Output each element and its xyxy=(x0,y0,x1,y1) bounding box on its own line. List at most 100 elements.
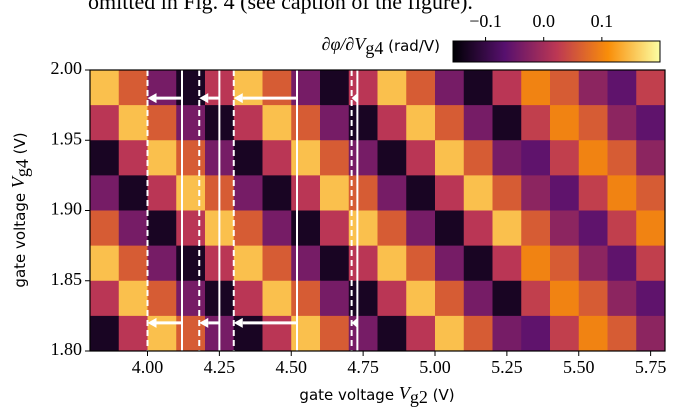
arrow xyxy=(199,93,220,104)
heatmap-cell xyxy=(291,245,321,282)
heatmap-cell xyxy=(578,105,608,141)
arrow-head xyxy=(199,317,209,328)
heatmap-cell xyxy=(550,175,580,211)
colorbar xyxy=(452,40,661,63)
heatmap-cell xyxy=(550,210,580,247)
heatmap-cell xyxy=(147,105,177,141)
arrow xyxy=(147,317,182,328)
arrow-head xyxy=(147,317,157,328)
heatmap-cell xyxy=(320,105,350,141)
heatmap-cell xyxy=(147,210,177,247)
heatmap-cell xyxy=(320,175,350,211)
heatmap-cell xyxy=(348,280,378,317)
heatmap-cell xyxy=(463,210,493,247)
heatmap-cell xyxy=(435,175,465,211)
heatmap-cell xyxy=(492,245,522,282)
heatmap-cell xyxy=(435,280,465,317)
heatmap-cell xyxy=(521,105,551,141)
colorbar-label: ∂φ/∂Vg4 (rad/V) xyxy=(322,34,440,58)
heatmap-cell xyxy=(262,140,292,176)
heatmap-cell xyxy=(636,315,666,352)
heatmap-cell xyxy=(262,245,292,282)
heatmap-cell xyxy=(291,140,321,176)
heatmap-cell xyxy=(90,245,120,282)
heatmap-cell xyxy=(636,175,666,211)
arrow xyxy=(199,317,220,328)
heatmap-cell xyxy=(435,245,465,282)
heatmap-cell xyxy=(118,315,148,352)
heatmap-cell xyxy=(233,175,263,211)
heatmap-cell xyxy=(636,210,666,247)
heatmap-cell xyxy=(118,210,148,247)
heatmap-cell xyxy=(607,280,637,317)
y-tick-label: 2.00 xyxy=(51,58,83,78)
heatmap-cell xyxy=(607,70,637,106)
heatmap-cell xyxy=(521,70,551,106)
y-tick-label: 1.90 xyxy=(51,199,83,219)
heatmap-cell xyxy=(176,245,206,282)
arrow-head xyxy=(351,93,358,104)
colorbar-tick-label: 0.0 xyxy=(532,11,555,31)
heatmap-cell xyxy=(377,210,407,247)
x-tick-label: 4.00 xyxy=(132,357,164,377)
heatmap-cell xyxy=(607,105,637,141)
heatmap-cell xyxy=(521,210,551,247)
heatmap-cell xyxy=(291,175,321,211)
heatmap-cell xyxy=(492,175,522,211)
arrow-head xyxy=(233,317,243,328)
heatmap-cell xyxy=(176,280,206,317)
colorbar-tick-label: 0.1 xyxy=(591,11,614,31)
heatmap-cell xyxy=(521,140,551,176)
heatmap-cell xyxy=(377,140,407,176)
heatmap-cell xyxy=(578,315,608,352)
y-tick-label: 1.80 xyxy=(51,339,83,359)
heatmap-cell xyxy=(463,245,493,282)
heatmap-cell xyxy=(320,315,350,352)
heatmap-cell xyxy=(463,70,493,106)
heatmap-cell xyxy=(262,315,292,352)
arrow-head xyxy=(199,93,209,104)
heatmap-cell xyxy=(118,70,148,106)
x-tick-label: 4.25 xyxy=(204,357,236,377)
heatmap-cell xyxy=(578,70,608,106)
colorbar-tick-label: −0.1 xyxy=(469,11,502,31)
heatmap-cell xyxy=(377,315,407,352)
heatmap-cell xyxy=(521,245,551,282)
x-axis-label: gate voltage Vg2 (V) xyxy=(299,383,454,407)
heatmap-cell xyxy=(492,140,522,176)
y-tick-label: 1.85 xyxy=(51,269,83,289)
arrow xyxy=(233,93,297,104)
heatmap-cell xyxy=(262,105,292,141)
heatmap-cell xyxy=(406,140,436,176)
heatmap-cell xyxy=(435,105,465,141)
heatmap-cell xyxy=(406,315,436,352)
heatmap-cell xyxy=(550,140,580,176)
heatmap-cell xyxy=(233,210,263,247)
heatmap-cell xyxy=(550,245,580,282)
heatmap-cell xyxy=(521,280,551,317)
heatmap-cell xyxy=(578,245,608,282)
heatmap-cell xyxy=(521,175,551,211)
heatmap-cell xyxy=(90,175,120,211)
heatmap-cell xyxy=(147,245,177,282)
heatmap-cell xyxy=(607,140,637,176)
heatmap-cell xyxy=(90,315,120,352)
heatmap-cell xyxy=(377,245,407,282)
heatmap-cell xyxy=(147,175,177,211)
heatmap-cell xyxy=(348,175,378,211)
heatmap-cell xyxy=(348,105,378,141)
heatmap-cell xyxy=(233,140,263,176)
arrow xyxy=(233,317,297,328)
heatmap-cell xyxy=(550,105,580,141)
x-tick-label: 5.75 xyxy=(635,357,667,377)
heatmap-cell xyxy=(348,70,378,106)
arrow xyxy=(351,93,358,104)
heatmap-cell xyxy=(348,210,378,247)
heatmap-cell xyxy=(463,315,493,352)
heatmap-cell xyxy=(406,210,436,247)
heatmap-cell xyxy=(406,280,436,317)
heatmap-cell xyxy=(262,280,292,317)
heatmap-cell xyxy=(607,245,637,282)
heatmap-cell xyxy=(176,175,206,211)
heatmap-cell xyxy=(521,315,551,352)
